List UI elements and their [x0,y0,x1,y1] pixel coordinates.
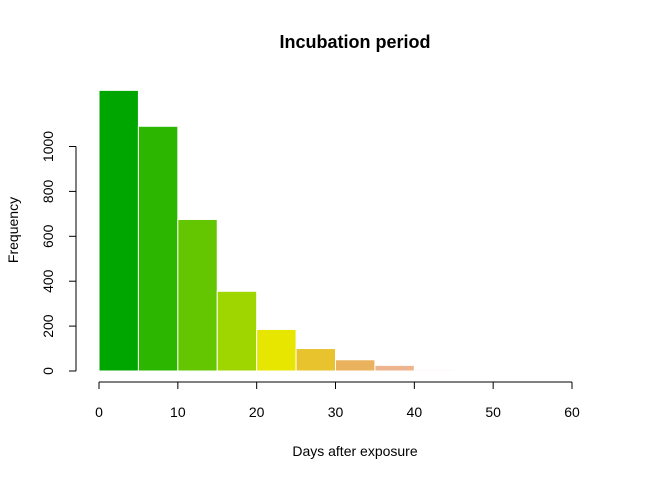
x-tick-label: 50 [485,404,501,420]
y-axis-title: Frequency [5,197,21,263]
histogram-bar-0-5 [98,89,139,372]
histogram-bar-20-25 [256,328,297,372]
y-tick-label: 0 [40,367,56,375]
x-tick-label: 20 [249,404,265,420]
y-axis: 0 200 400 600 800 1000 [40,131,77,375]
x-tick-label: 40 [407,404,423,420]
y-tick-label: 800 [40,180,56,204]
bars-layer [98,89,455,372]
x-tick-label: 30 [328,404,344,420]
histogram-bar-10-15 [177,218,218,372]
y-tick-label: 600 [40,224,56,248]
y-tick-label: 200 [40,314,56,338]
histogram-bar-25-30 [295,348,337,372]
x-tick-label: 10 [170,404,186,420]
x-axis: 0 10 20 30 40 50 60 [95,381,580,420]
histogram-bar-15-20 [216,290,258,372]
x-tick-label: 60 [564,404,580,420]
y-tick-label: 1000 [40,131,56,162]
histogram-bar-40-45 [413,369,455,372]
x-tick-label: 0 [95,404,103,420]
x-axis-title: Days after exposure [292,443,417,459]
histogram-bar-5-10 [137,125,179,372]
y-tick-label: 400 [40,269,56,293]
histogram-bar-30-35 [335,359,376,372]
chart-title: Incubation period [280,32,431,52]
histogram-bar-35-40 [374,364,415,372]
